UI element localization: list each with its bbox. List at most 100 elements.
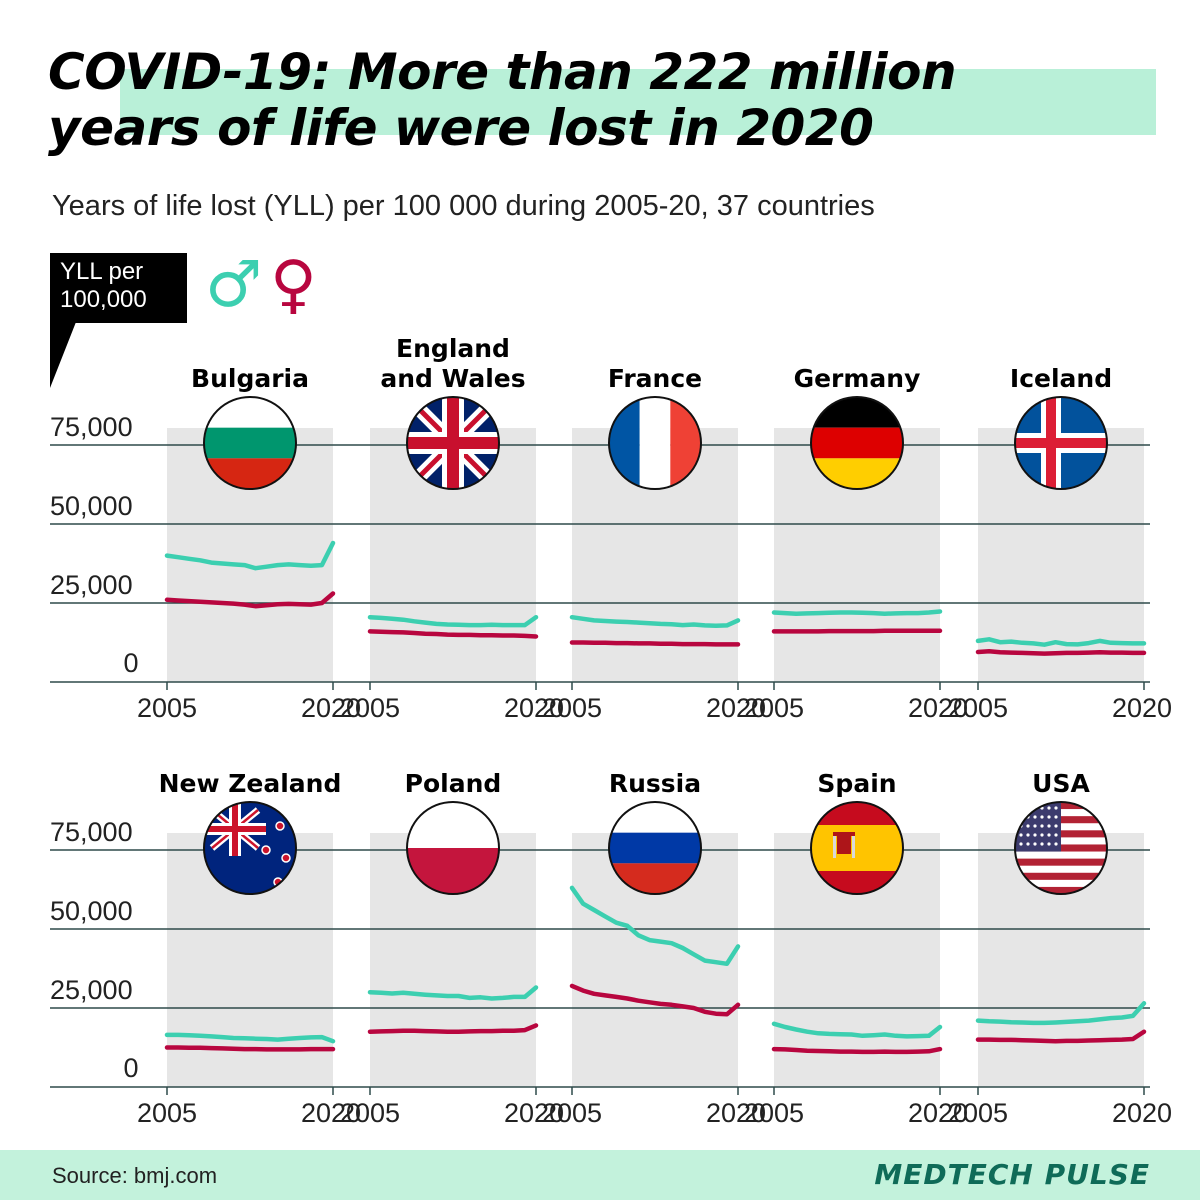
- y-tick-label: 50,000: [50, 896, 133, 926]
- x-tick-label: 2005: [137, 1098, 197, 1128]
- male-series-line: [975, 1001, 1147, 1026]
- x-tick-label: 2020: [1112, 693, 1172, 723]
- page-title: COVID-19: More than 222 million years of…: [48, 44, 957, 157]
- x-tick-label: 2020: [504, 693, 564, 723]
- flag-star: [1047, 815, 1051, 819]
- country-label: Spain: [817, 769, 896, 798]
- flag-star: [1019, 833, 1023, 837]
- x-tick-label: 2005: [744, 693, 804, 723]
- x-tick-label: 2020: [504, 1098, 564, 1128]
- flag-star: [275, 821, 285, 831]
- brand-logo: MEDTECH PULSE: [874, 1158, 1150, 1191]
- country-label: New Zealand: [159, 769, 342, 798]
- flag-uk-icon: [407, 397, 499, 489]
- y-tick-label: 25,000: [50, 975, 133, 1005]
- source-text: Source: bmj.com: [52, 1163, 218, 1188]
- country-label: France: [608, 364, 702, 393]
- footer-bar: [0, 1150, 1200, 1200]
- flag-star: [1054, 824, 1058, 828]
- flag-part: [407, 802, 499, 848]
- y-tick-label: 0: [123, 1053, 138, 1083]
- male-series-line: [164, 1032, 336, 1044]
- x-tick-label: 2005: [542, 1098, 602, 1128]
- flag-part: [811, 427, 903, 459]
- flag-part: [639, 397, 671, 489]
- title-line-2: years of life were lost in 2020: [48, 99, 874, 157]
- male-series-line: [367, 614, 539, 628]
- unit-label-line-1: YLL per: [60, 258, 144, 285]
- y-tick-label: 50,000: [50, 491, 133, 521]
- flag-outline: [810, 396, 904, 490]
- unit-label-pointer: [50, 322, 76, 388]
- flag-part: [609, 802, 701, 833]
- female-series-line: [164, 591, 336, 609]
- flag-part: [204, 397, 296, 428]
- y-tick-label: 75,000: [50, 817, 133, 847]
- unit-label-line-2: 100,000: [60, 286, 147, 313]
- male-series-line: [771, 609, 943, 616]
- male-series-line: [569, 614, 741, 629]
- male-series-line: [164, 540, 336, 571]
- x-tick-label: 2005: [948, 1098, 1008, 1128]
- flag-star: [1026, 833, 1030, 837]
- x-tick-label: 2005: [744, 1098, 804, 1128]
- y-tick-label: 25,000: [50, 570, 133, 600]
- x-tick-label: 2020: [706, 1098, 766, 1128]
- flag-star: [1054, 842, 1058, 846]
- x-tick-label: 2020: [908, 1098, 968, 1128]
- flag-stripe: [1015, 886, 1107, 894]
- flag-emblem: [833, 832, 855, 836]
- flag-star: [1054, 806, 1058, 810]
- male-series-line: [367, 985, 539, 1001]
- female-series-line: [367, 629, 539, 639]
- flag-iceland-icon: [1015, 397, 1107, 489]
- flag-outline: [406, 396, 500, 490]
- flag-star: [1047, 824, 1051, 828]
- flag-star: [1040, 815, 1044, 819]
- flag-star: [1033, 815, 1037, 819]
- flag-outline: [608, 396, 702, 490]
- flag-emblem: [852, 836, 855, 858]
- female-series-line: [771, 628, 943, 634]
- flag-star: [1019, 815, 1023, 819]
- flag-outline: [608, 801, 702, 895]
- y-tick-label: 75,000: [50, 412, 133, 442]
- country-label: Germany: [794, 364, 921, 393]
- flag-star: [1040, 842, 1044, 846]
- x-tick-label: 2020: [908, 693, 968, 723]
- country-label: USA: [1032, 769, 1090, 798]
- subtitle: Years of life lost (YLL) per 100 000 dur…: [52, 190, 875, 222]
- flag-part: [811, 802, 903, 825]
- female-series-line: [569, 640, 741, 647]
- flag-part: [204, 427, 296, 459]
- title-highlight: [120, 69, 1156, 135]
- unit-label: YLL per 100,000: [50, 253, 187, 323]
- x-tick-label: 2020: [301, 1098, 361, 1128]
- flag-star: [281, 853, 291, 863]
- flag-outline: [203, 801, 297, 895]
- flag-part: [407, 437, 499, 449]
- flag-stripe: [1015, 879, 1107, 888]
- flag-star: [1033, 842, 1037, 846]
- male-symbol-icon: ♂: [205, 248, 263, 322]
- female-series-line: [771, 1046, 943, 1055]
- country-label: Poland: [405, 769, 502, 798]
- y-tick-label: 0: [123, 648, 138, 678]
- flag-star: [1033, 824, 1037, 828]
- x-tick-label: 2005: [137, 693, 197, 723]
- flag-stripe: [1015, 872, 1107, 881]
- flag-part: [811, 825, 903, 871]
- x-tick-label: 2020: [301, 693, 361, 723]
- female-symbol-icon: ♀: [270, 248, 317, 322]
- female-series-line: [975, 649, 1147, 656]
- male-series-line: [771, 1021, 943, 1039]
- x-tick-label: 2005: [948, 693, 1008, 723]
- flag-emblem: [833, 836, 836, 858]
- flag-star: [261, 845, 271, 855]
- flag-new_zealand-icon: [204, 802, 296, 894]
- flag-stripe: [1015, 865, 1107, 874]
- flag-star: [1019, 806, 1023, 810]
- female-series-line: [569, 983, 741, 1017]
- country-label: and Wales: [380, 364, 525, 393]
- x-tick-label: 2005: [340, 1098, 400, 1128]
